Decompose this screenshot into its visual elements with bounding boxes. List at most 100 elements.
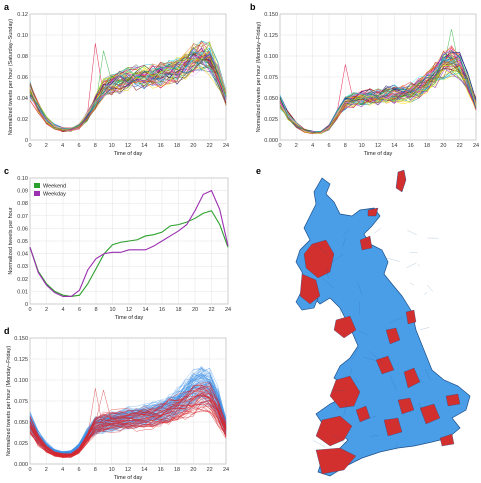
y-tick-label: 0.050 [14, 420, 28, 426]
x-tick-label: 16 [158, 143, 164, 149]
plot-d: 0 2 4 6 8 10 12 14 16 18 20 22 240.0000.0250.0500.07… [6, 336, 229, 481]
region-boundary [427, 284, 433, 292]
highlighted-region [303, 239, 335, 279]
x-tick-label: 14 [142, 307, 148, 313]
region-boundary [336, 406, 339, 411]
x-tick-label: 8 [344, 143, 347, 149]
x-axis-label: Time of day [115, 315, 144, 321]
highlighted-region [405, 309, 417, 325]
region-boundary [359, 330, 368, 336]
y-tick-label: 0.075 [14, 399, 28, 405]
panel-a: a 0 2 4 6 8 10 12 14 16 18 20 22 2400.020.040.060.08… [4, 2, 229, 157]
series-line-red [29, 385, 227, 456]
x-tick-label: 24 [223, 467, 229, 473]
y-tick-label: 0.100 [14, 378, 28, 384]
panel-letter-d: d [4, 326, 10, 336]
y-tick-label: 0.125 [14, 357, 28, 363]
region-boundary [355, 378, 359, 384]
x-tick-label: 16 [408, 143, 414, 149]
x-tick-label: 12 [125, 143, 131, 149]
x-axis-label: Time of day [114, 475, 143, 481]
series-line-red [29, 405, 227, 458]
x-tick-label: 20 [190, 143, 196, 149]
region-boundary [352, 348, 359, 360]
x-tick-label: 14 [141, 143, 147, 149]
x-tick-label: 18 [175, 307, 181, 313]
region-boundary [374, 228, 381, 234]
x-tick-label: 6 [78, 307, 81, 313]
y-axis-label: Normalized tweets per hour (Monday–Frida… [256, 22, 262, 133]
x-tick-label: 8 [94, 307, 97, 313]
x-tick-label: 20 [440, 143, 446, 149]
x-tick-label: 8 [94, 467, 97, 473]
series-line-weekend [29, 210, 229, 297]
x-tick-label: 6 [327, 143, 330, 149]
region-boundary [407, 230, 417, 235]
series-line-blue [29, 368, 227, 452]
y-tick-label: 0.10 [17, 176, 28, 182]
series-line [279, 63, 477, 134]
series-line [29, 55, 227, 131]
x-tick-label: 18 [174, 143, 180, 149]
region-boundary [369, 435, 379, 437]
x-tick-label: 12 [125, 467, 131, 473]
x-tick-label: 22 [207, 467, 213, 473]
x-tick-label: 2 [295, 143, 298, 149]
x-tick-label: 20 [190, 467, 196, 473]
highlighted-region [385, 327, 401, 345]
region-boundary [406, 262, 417, 268]
series-line-red [29, 396, 227, 457]
region-boundary [425, 368, 431, 382]
highlighted-region [445, 393, 461, 407]
region-boundary [385, 257, 400, 262]
legend-swatch-weekday [34, 191, 40, 196]
region-boundary [419, 402, 423, 416]
y-tick-label: 0.04 [17, 252, 28, 258]
x-tick-label: 18 [174, 467, 180, 473]
uk-map [295, 169, 471, 477]
panel-b: b 0 2 4 6 8 10 12 14 16 18 20 22 240.0000.0250.0500.… [250, 2, 479, 157]
y-tick-label: 0.050 [264, 96, 278, 102]
region-boundary [314, 244, 329, 255]
region-boundary [343, 230, 349, 237]
series-line [29, 44, 227, 129]
plot-c: 0 2 4 6 8 10 12 14 16 18 20 22 2400.010.020.030.040.… [8, 176, 231, 321]
x-tick-label: 10 [359, 143, 365, 149]
region-boundary [395, 444, 398, 451]
x-tick-label: 22 [208, 307, 214, 313]
x-tick-label: 24 [473, 143, 479, 149]
y-tick-label: 0.04 [17, 96, 28, 102]
legend-label-weekend: Weekend [43, 184, 66, 190]
region-boundary [330, 254, 343, 264]
y-tick-label: 0.03 [17, 264, 28, 270]
region-boundary [313, 440, 326, 448]
x-tick-label: 0 [28, 143, 31, 149]
series-line [29, 52, 227, 131]
x-tick-label: 2 [45, 143, 48, 149]
series-line [279, 55, 477, 133]
y-tick-label: 0.125 [264, 33, 278, 39]
y-tick-label: 0.06 [17, 75, 28, 81]
region-boundary [417, 264, 420, 267]
y-tick-label: 0 [25, 138, 28, 144]
series-line-weekday [29, 189, 229, 297]
x-tick-label: 8 [94, 143, 97, 149]
highlighted-region [315, 447, 357, 475]
region-boundary [420, 327, 430, 330]
region-boundary [418, 378, 423, 384]
region-boundary [339, 309, 342, 321]
y-tick-label: 0.05 [17, 239, 28, 245]
y-tick-label: 0.100 [264, 54, 278, 60]
series-line-blue [29, 374, 227, 453]
panel-d: d 0 2 4 6 8 10 12 14 16 18 20 22 240.0000.0250.0500.… [4, 326, 229, 481]
x-tick-label: 0 [28, 467, 31, 473]
highlighted-region [439, 433, 455, 447]
x-tick-label: 20 [192, 307, 198, 313]
y-tick-label: 0.08 [17, 201, 28, 207]
x-tick-label: 12 [126, 307, 132, 313]
region-boundary [363, 237, 372, 245]
x-tick-label: 10 [109, 467, 115, 473]
legend-swatch-weekend [34, 183, 40, 188]
y-tick-label: 0.07 [17, 214, 28, 220]
y-tick-label: 0.075 [264, 75, 278, 81]
